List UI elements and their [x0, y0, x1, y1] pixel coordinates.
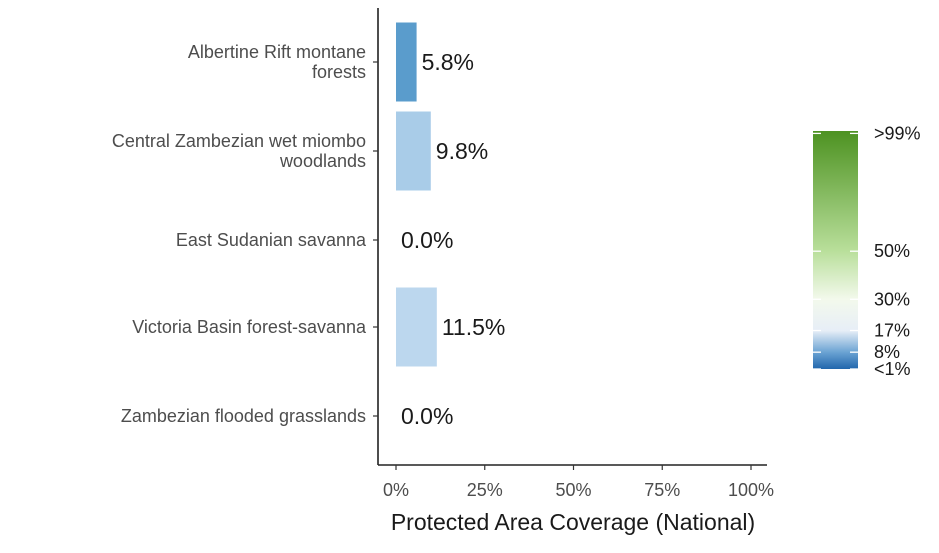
- x-axis: 0% 25% 50% 75% 100% Protected Area Coverage (…: [378, 464, 774, 535]
- colorbar-label: 50%: [874, 241, 910, 261]
- x-tick-label: 25%: [467, 480, 503, 500]
- colorbar-label: 17%: [874, 321, 910, 341]
- y-tick-label: Albertine Rift montane: [188, 42, 366, 62]
- colorbar: [813, 131, 858, 369]
- value-label: 5.8%: [422, 49, 474, 75]
- value-label: 0.0%: [401, 403, 453, 429]
- x-tick-label: 50%: [555, 480, 591, 500]
- bar: [396, 287, 437, 367]
- colorbar-label: 30%: [874, 289, 910, 309]
- value-label: 0.0%: [401, 227, 453, 253]
- x-axis-title: Protected Area Coverage (National): [391, 509, 755, 535]
- value-label: 11.5%: [442, 314, 506, 340]
- y-tick-label: Victoria Basin forest-savanna: [132, 317, 367, 337]
- x-tick-label: 100%: [728, 480, 774, 500]
- colorbar-label: 8%: [874, 342, 900, 362]
- x-tick-label: 0%: [383, 480, 409, 500]
- bar: [396, 111, 431, 191]
- y-tick-label: Central Zambezian wet miombo: [112, 131, 366, 151]
- colorbar-label: >99%: [874, 123, 921, 143]
- bars-group: [396, 22, 437, 367]
- y-tick-label: East Sudanian savanna: [176, 230, 367, 250]
- bar: [396, 22, 417, 102]
- value-labels-group: 5.8% 9.8% 0.0% 11.5% 0.0%: [401, 49, 505, 429]
- x-tick-label: 75%: [644, 480, 680, 500]
- y-tick-label: forests: [312, 62, 366, 82]
- y-tick-label: Zambezian flooded grasslands: [121, 406, 366, 426]
- colorbar-legend: >99% 50% 30% 17%8%<1%: [813, 123, 921, 379]
- colorbar-label: <1%: [874, 359, 911, 379]
- y-tick-label: woodlands: [279, 151, 366, 171]
- value-label: 9.8%: [436, 138, 488, 164]
